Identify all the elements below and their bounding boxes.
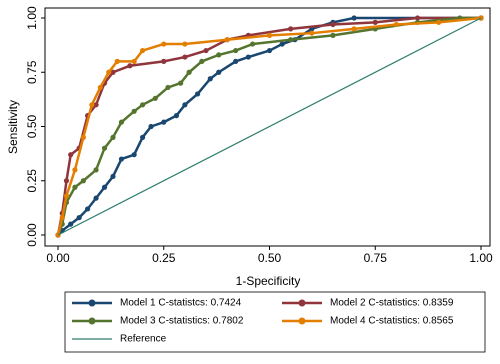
legend-marker xyxy=(88,299,96,307)
point xyxy=(106,69,112,75)
point xyxy=(68,152,74,158)
point xyxy=(131,152,137,158)
point xyxy=(140,102,146,108)
point xyxy=(63,178,70,184)
y-tick-label: 0.50 xyxy=(25,114,39,138)
point xyxy=(199,58,205,64)
point xyxy=(161,119,167,125)
point xyxy=(233,47,239,54)
legend-label: Model 4 C-statistics: 0.8565 xyxy=(330,316,454,327)
legend-marker xyxy=(298,317,306,325)
point xyxy=(173,113,180,119)
point xyxy=(110,173,116,180)
y-tick-label: 0.75 xyxy=(25,60,39,84)
point xyxy=(182,102,188,108)
x-tick-label: 0.00 xyxy=(46,251,70,265)
legend-label: Model 1 C-statistcs: 0.7424 xyxy=(120,298,242,309)
point xyxy=(131,108,137,114)
point xyxy=(203,47,209,54)
point xyxy=(101,184,108,190)
point xyxy=(114,58,120,64)
point xyxy=(72,184,78,190)
legend-marker xyxy=(88,317,96,325)
point xyxy=(224,37,230,43)
point xyxy=(165,84,171,91)
point xyxy=(182,41,188,47)
point xyxy=(93,102,99,108)
point xyxy=(140,134,146,140)
point xyxy=(182,54,188,60)
point xyxy=(216,52,222,58)
point xyxy=(152,95,158,101)
point xyxy=(93,167,99,173)
point xyxy=(80,178,86,184)
point xyxy=(101,145,108,151)
point xyxy=(351,15,357,21)
point xyxy=(161,41,167,47)
point xyxy=(245,54,251,60)
point xyxy=(178,80,184,86)
x-tick-label: 1.00 xyxy=(469,251,493,265)
point xyxy=(127,63,133,69)
point xyxy=(372,19,378,25)
point xyxy=(59,215,65,221)
y-axis-title: Sensitivity xyxy=(6,100,20,154)
legend-label: Model 2 C-statistics: 0.8359 xyxy=(330,298,454,309)
legend-box xyxy=(64,291,486,353)
point xyxy=(89,102,95,108)
point xyxy=(194,91,201,97)
roc-line xyxy=(57,17,482,236)
point xyxy=(279,41,285,47)
point xyxy=(85,206,91,212)
point xyxy=(309,30,315,36)
legend-label: Reference xyxy=(120,334,167,345)
x-axis-title: 1-Specificity xyxy=(236,274,301,288)
point xyxy=(63,193,70,199)
point xyxy=(288,26,294,32)
point xyxy=(161,58,167,64)
point xyxy=(110,134,116,140)
point xyxy=(266,47,273,54)
point xyxy=(148,123,154,130)
point xyxy=(72,167,78,173)
point xyxy=(216,69,222,75)
roc-line xyxy=(56,16,482,236)
y-tick-label: 0.00 xyxy=(25,223,39,247)
point xyxy=(68,221,74,227)
point xyxy=(97,84,103,91)
point xyxy=(288,37,294,43)
point xyxy=(118,119,125,125)
point xyxy=(330,32,336,38)
point xyxy=(76,215,82,221)
legend-marker xyxy=(298,299,306,307)
point xyxy=(186,69,192,75)
point xyxy=(93,195,99,201)
y-tick-label: 1.00 xyxy=(25,6,39,30)
point xyxy=(110,69,116,75)
point xyxy=(436,19,442,25)
x-tick-label: 0.50 xyxy=(258,251,282,265)
y-tick-label: 0.25 xyxy=(25,169,39,193)
legend-label: Model 3 C-statistics: 0.7802 xyxy=(120,316,244,327)
point xyxy=(207,76,213,82)
point xyxy=(140,47,146,54)
point xyxy=(330,21,336,28)
point xyxy=(414,15,421,21)
point xyxy=(80,134,86,140)
point xyxy=(118,156,125,162)
point xyxy=(131,58,137,64)
x-tick-label: 0.25 xyxy=(152,251,176,265)
point xyxy=(233,58,239,64)
point xyxy=(351,26,357,32)
point xyxy=(249,41,256,47)
point xyxy=(266,32,273,38)
x-tick-label: 0.75 xyxy=(364,251,388,265)
point xyxy=(393,21,399,28)
